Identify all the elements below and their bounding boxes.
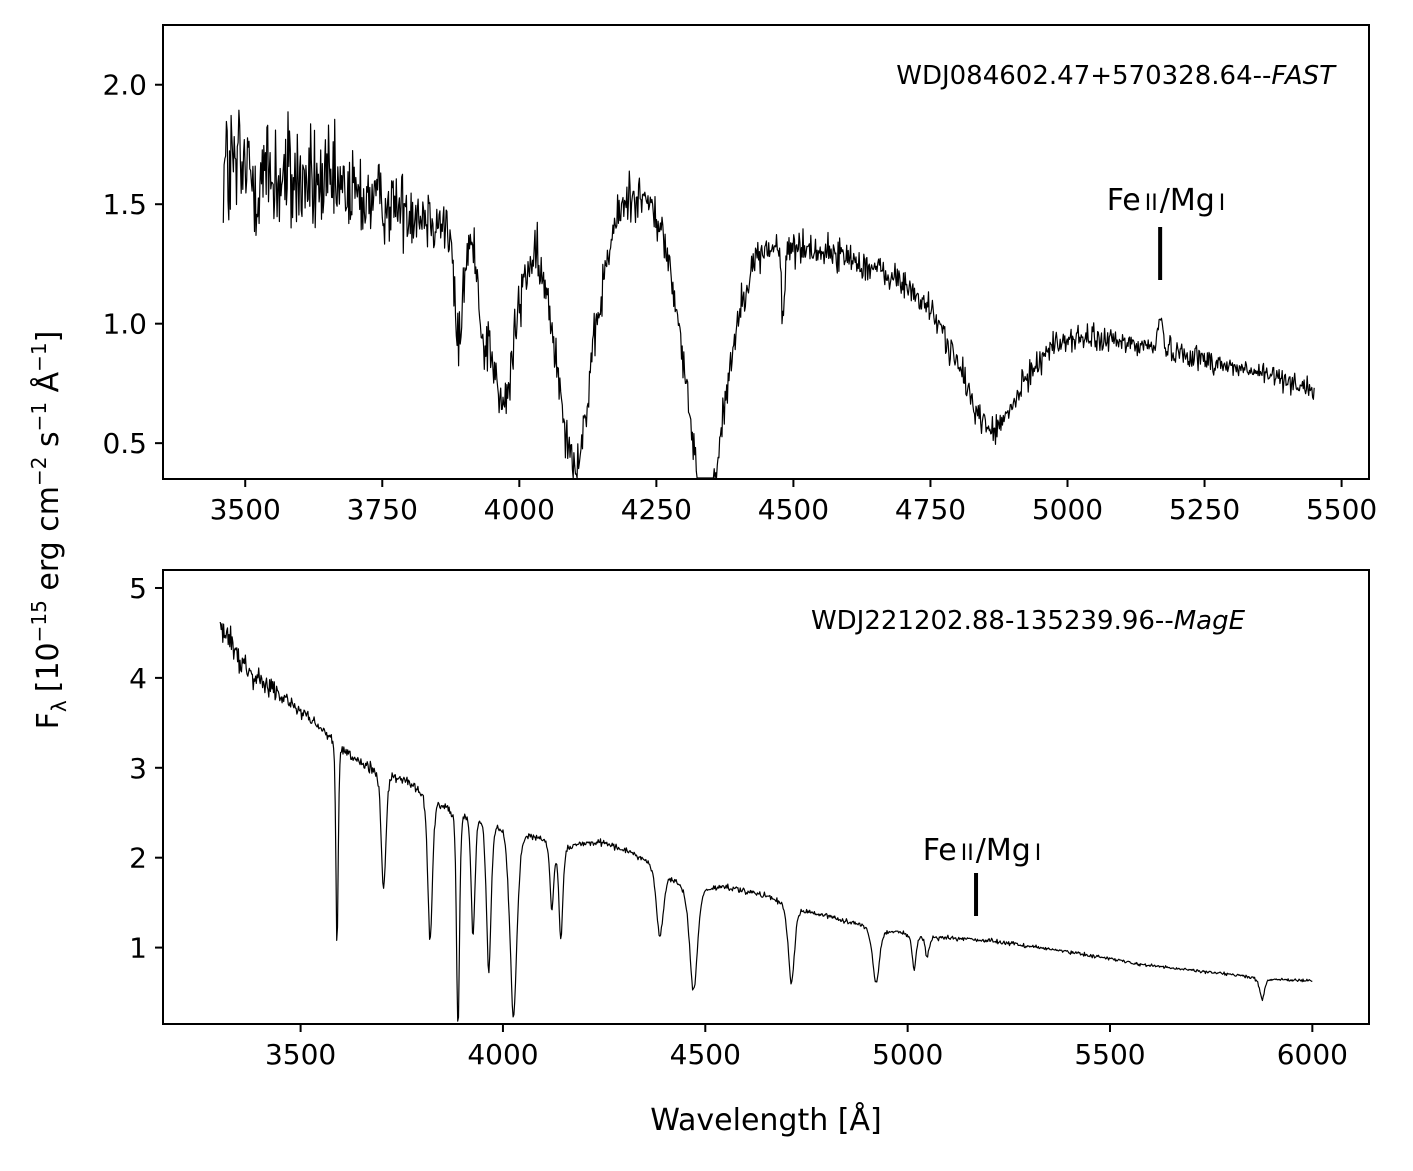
- bottom-x-tick-label: 5500: [1074, 1038, 1145, 1071]
- bottom-y-tick-label: 4: [129, 662, 147, 695]
- bottom-y-ticks: 1 2 3 4 5: [129, 572, 163, 965]
- top-x-tick-label: 5250: [1169, 493, 1240, 526]
- top-y-tick-label: 0.5: [102, 427, 147, 460]
- top-x-tick-label: 5500: [1306, 493, 1377, 526]
- bottom-feii-mgi-label: Fe II/Mg I: [923, 833, 1042, 868]
- bottom-panel: 3500 4000 4500 5000 5500 6000 1 2 3 4 5 WDJ221202…: [129, 569, 1370, 1071]
- top-x-tick-label: 4000: [484, 493, 555, 526]
- top-x-tick-label: 4500: [758, 493, 829, 526]
- top-x-tick-label: 3500: [210, 493, 281, 526]
- top-x-tick-label: 4750: [895, 493, 966, 526]
- bottom-x-tick-label: 5000: [872, 1038, 943, 1071]
- bottom-x-tick-label: 3500: [265, 1038, 336, 1071]
- top-spectrum-annotation: WDJ084602.47+570328.64--FAST: [896, 61, 1337, 91]
- bottom-x-tick-label: 4000: [467, 1038, 538, 1071]
- top-y-tick-label: 1.5: [102, 188, 147, 221]
- x-axis-label: Wavelength [Å]: [650, 1102, 881, 1138]
- top-panel: 3500 3750 4000 4250 4500 4750 5000 5250 5500 0.5…: [102, 24, 1377, 526]
- top-spectrum-line: [222, 109, 1315, 479]
- bottom-y-tick-label: 2: [129, 842, 147, 875]
- bottom-plot-frame: [162, 569, 1370, 1025]
- top-y-ticks: 0.5 1.0 1.5 2.0: [102, 69, 163, 460]
- y-axis-label: Fλ[10−15 erg cm−2 s−1 Å−1]: [27, 331, 71, 730]
- bottom-y-tick-label: 1: [129, 932, 147, 965]
- bottom-spectrum-line: [219, 622, 1313, 1022]
- top-y-tick-label: 2.0: [102, 69, 147, 102]
- top-x-tick-label: 5000: [1032, 493, 1103, 526]
- bottom-spectrum-annotation: WDJ221202.88-135239.96--MagE: [811, 606, 1246, 636]
- top-x-ticks: 3500 3750 4000 4250 4500 4750 5000 5250 5500: [210, 479, 1377, 526]
- bottom-x-ticks: 3500 4000 4500 5000 5500 6000: [265, 1024, 1348, 1071]
- top-feii-mgi-label: Fe II/Mg I: [1107, 183, 1226, 218]
- bottom-y-tick-label: 3: [129, 752, 147, 785]
- top-x-tick-label: 4250: [621, 493, 692, 526]
- bottom-y-tick-label: 5: [129, 572, 147, 605]
- bottom-x-tick-label: 4500: [670, 1038, 741, 1071]
- bottom-x-tick-label: 6000: [1277, 1038, 1348, 1071]
- top-plot-frame: [162, 24, 1370, 480]
- top-x-tick-label: 3750: [347, 493, 418, 526]
- top-y-tick-label: 1.0: [102, 308, 147, 341]
